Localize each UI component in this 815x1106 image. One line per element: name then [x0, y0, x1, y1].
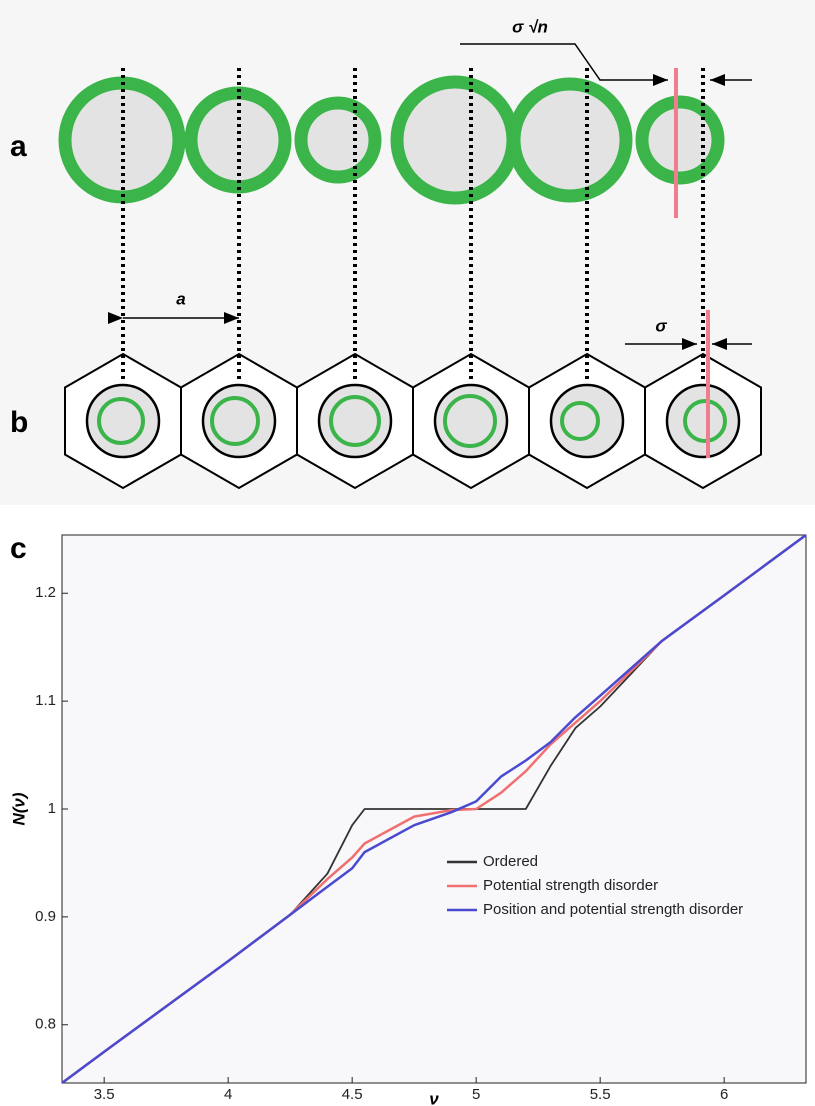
- y-tick-label: 0.8: [35, 1016, 56, 1033]
- x-tick-label: 6: [720, 1086, 728, 1103]
- x-tick-label: 3.5: [94, 1086, 115, 1103]
- ring: [514, 84, 626, 196]
- annotation: a: [176, 289, 185, 308]
- y-tick-label: 1: [48, 800, 56, 817]
- ring: [642, 102, 718, 178]
- ring: [397, 82, 513, 198]
- x-tick-label: 4.5: [342, 1086, 363, 1103]
- x-tick-label: 5.5: [590, 1086, 611, 1103]
- panel-label: c: [10, 532, 27, 565]
- annotation: σ √n: [512, 17, 548, 36]
- figure: σ √n a σ a b c ν N(ν) 3.5 4 4.5 5 5.5 6 0.8 0.9…: [0, 0, 815, 1106]
- y-tick-label: 1.2: [35, 584, 56, 601]
- legend-label: Potential strength disorder: [483, 877, 658, 894]
- x-tick-label: 5: [472, 1086, 480, 1103]
- panel-label: b: [10, 406, 28, 439]
- ring: [301, 103, 375, 177]
- annotation: σ: [655, 316, 667, 335]
- x-tick-label: 4: [224, 1086, 232, 1103]
- legend-label: Ordered: [483, 853, 538, 870]
- x-axis-label: ν: [429, 1089, 439, 1106]
- page: σ √n a σ a b c ν N(ν) 3.5 4 4.5 5 5.5 6 0.8 0.9…: [0, 0, 815, 1106]
- panel-label: a: [10, 130, 27, 163]
- y-tick-label: 0.9: [35, 908, 56, 925]
- inner-circle: [667, 385, 739, 457]
- y-axis-label: N(ν): [9, 792, 28, 825]
- y-tick-label: 1.1: [35, 692, 56, 709]
- legend-label: Position and potential strength disorder: [483, 901, 743, 918]
